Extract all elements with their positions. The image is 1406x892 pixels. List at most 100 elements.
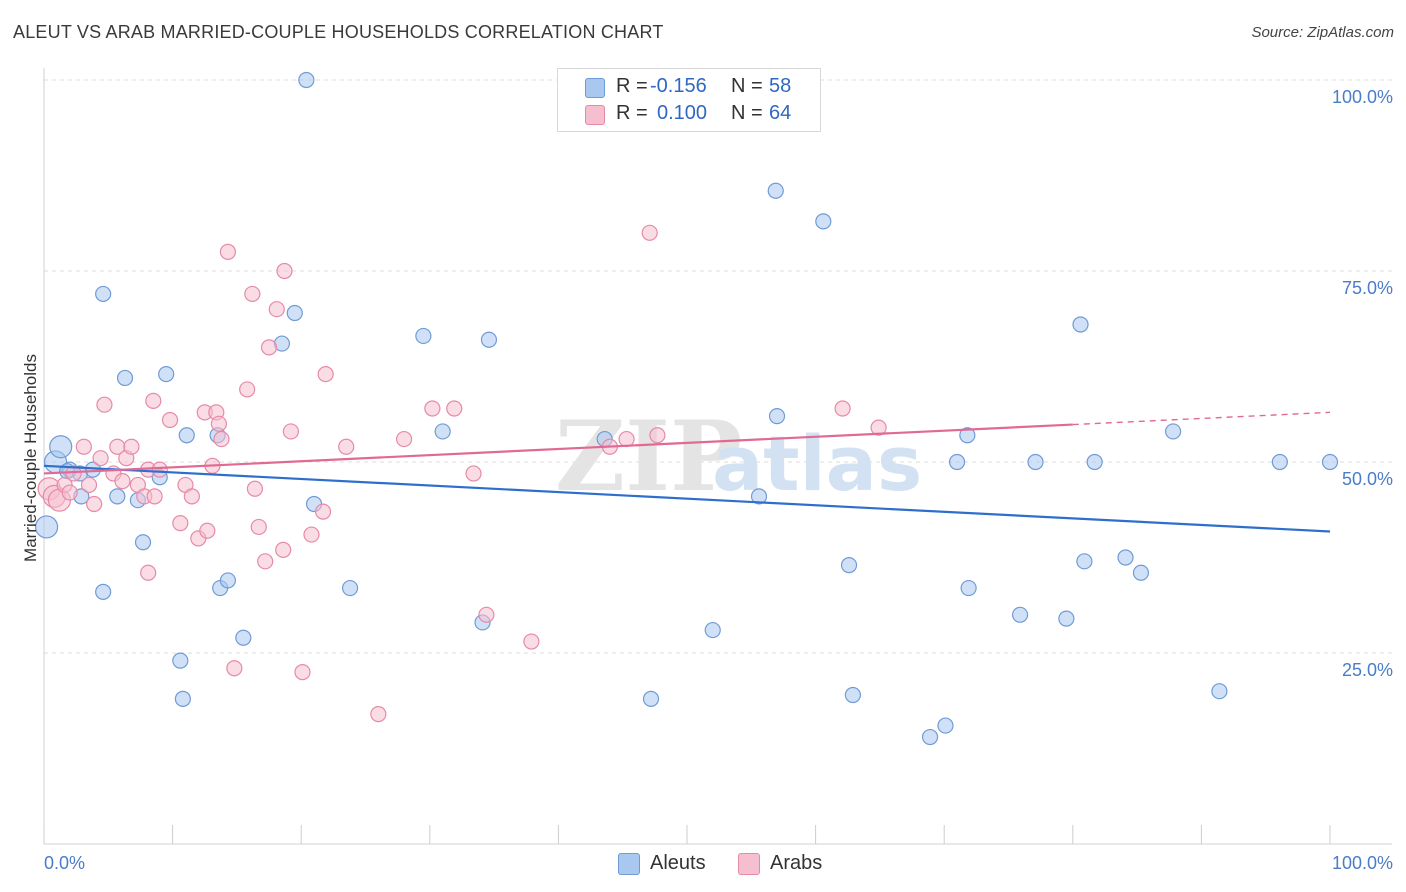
point-arabs-29 <box>210 415 227 432</box>
point-arabs-38 <box>260 339 278 356</box>
point-arabs-44 <box>303 526 320 543</box>
x-tick-label-max: 100.0% <box>1332 853 1393 873</box>
legend-r-label: R = <box>616 102 648 124</box>
point-arabs-59 <box>834 400 851 417</box>
legend-row-aleuts: R = -0.156 N = 58 <box>558 75 820 101</box>
legend-label-arabs: Arabs <box>770 852 823 874</box>
point-arabs-56 <box>618 430 635 448</box>
point-arabs-9 <box>96 396 113 413</box>
point-aleuts-36 <box>768 408 786 425</box>
point-aleuts-16 <box>174 690 191 707</box>
point-aleuts-41 <box>937 717 954 734</box>
point-aleuts-29 <box>480 331 498 348</box>
point-arabs-47 <box>338 438 355 455</box>
point-arabs-46 <box>317 366 334 383</box>
point-arabs-49 <box>395 430 413 448</box>
point-arabs-43 <box>294 663 311 681</box>
point-aleuts-50 <box>1086 453 1103 471</box>
point-aleuts-44 <box>960 579 977 597</box>
point-arabs-12 <box>114 473 131 490</box>
tick-labels: 25.0% 50.0% 75.0% 100.0% 0.0% 100.0% <box>44 87 1393 873</box>
y-axis-title: Married-couple Households <box>21 354 40 562</box>
point-arabs-57 <box>641 224 658 241</box>
point-arabs-51 <box>446 400 463 417</box>
point-arabs-23 <box>183 488 200 505</box>
y-tick-label-50: 50.0% <box>1342 469 1393 489</box>
point-aleuts-52 <box>1132 564 1150 581</box>
point-arabs-61 <box>146 488 163 505</box>
watermark: ZIP atlas <box>555 400 922 513</box>
point-arabs-33 <box>239 381 256 398</box>
series-legend: Aleuts Arabs <box>0 852 1406 878</box>
point-aleuts-33 <box>704 621 721 639</box>
point-aleuts-12 <box>134 534 152 551</box>
point-aleuts-35 <box>767 182 784 199</box>
point-arabs-8 <box>92 450 109 467</box>
point-aleuts-56 <box>1321 453 1339 471</box>
trend-line-aleuts <box>43 464 1331 533</box>
y-tick-label-25: 25.0% <box>1342 660 1393 680</box>
point-aleuts-38 <box>840 557 858 574</box>
legend-swatch-aleuts <box>585 78 605 98</box>
legend-r-value-aleuts: -0.156 <box>650 75 707 97</box>
point-aleuts-55 <box>1271 453 1288 471</box>
point-aleuts-24 <box>298 71 315 89</box>
point-arabs-20 <box>161 411 179 429</box>
point-arabs-36 <box>250 518 267 536</box>
point-aleuts-54 <box>1211 683 1228 700</box>
point-aleuts-37 <box>815 213 832 230</box>
point-arabs-48 <box>370 706 387 723</box>
legend-n-label: N = <box>731 102 763 124</box>
source-label: Source: ZipAtlas.com <box>1251 24 1394 41</box>
point-aleuts-7 <box>95 583 112 600</box>
legend-r-label: R = <box>616 75 648 97</box>
axes <box>43 68 1392 845</box>
point-arabs-39 <box>268 301 285 318</box>
point-aleuts-51 <box>1117 549 1134 566</box>
point-aleuts-42 <box>948 453 966 471</box>
legend-row-arabs: R = 0.100 N = 64 <box>558 102 820 128</box>
point-arabs-31 <box>219 243 236 260</box>
point-aleuts-17 <box>178 427 195 444</box>
point-aleuts-32 <box>642 690 660 707</box>
point-aleuts-21 <box>235 629 252 646</box>
point-arabs-62 <box>140 564 157 581</box>
legend-n-value-aleuts: 58 <box>769 75 792 97</box>
point-arabs-7 <box>86 495 103 513</box>
point-arabs-32 <box>226 660 243 677</box>
point-aleuts-27 <box>415 327 432 345</box>
point-arabs-58 <box>649 427 666 444</box>
point-arabs-40 <box>275 541 292 558</box>
point-aleuts-23 <box>286 304 303 322</box>
correlation-legend: R = -0.156 N = 58 R = 0.100 N = 64 <box>557 68 821 132</box>
point-aleuts-48 <box>1072 316 1089 333</box>
point-arabs-63 <box>80 476 98 494</box>
point-aleuts-8 <box>95 285 112 303</box>
gridlines <box>44 79 1392 654</box>
point-arabs-50 <box>424 400 441 417</box>
point-arabs-26 <box>199 522 216 539</box>
point-arabs-14 <box>123 438 140 455</box>
point-arabs-60 <box>870 419 887 436</box>
point-arabs-21 <box>172 515 189 532</box>
legend-swatch-arabs <box>585 105 605 125</box>
point-arabs-35 <box>246 480 264 497</box>
point-aleuts-20 <box>219 572 236 589</box>
point-aleuts-2 <box>49 435 73 459</box>
point-aleuts-49 <box>1076 553 1093 570</box>
point-aleuts-40 <box>921 728 939 746</box>
point-arabs-34 <box>244 285 261 303</box>
point-aleuts-9 <box>109 488 126 505</box>
point-arabs-52 <box>465 465 482 482</box>
point-arabs-41 <box>276 262 293 280</box>
legend-n-label: N = <box>731 75 763 97</box>
point-aleuts-15 <box>172 652 189 669</box>
legend-n-value-arabs: 64 <box>769 102 792 124</box>
legend-swatch-arabs <box>738 853 760 875</box>
point-aleuts-28 <box>434 423 451 440</box>
y-tick-label-75: 75.0% <box>1342 278 1393 298</box>
chart-title: ALEUT VS ARAB MARRIED-COUPLE HOUSEHOLDS … <box>13 22 664 42</box>
legend-swatch-aleuts <box>618 853 640 875</box>
trend-line-arabs <box>43 423 1073 475</box>
